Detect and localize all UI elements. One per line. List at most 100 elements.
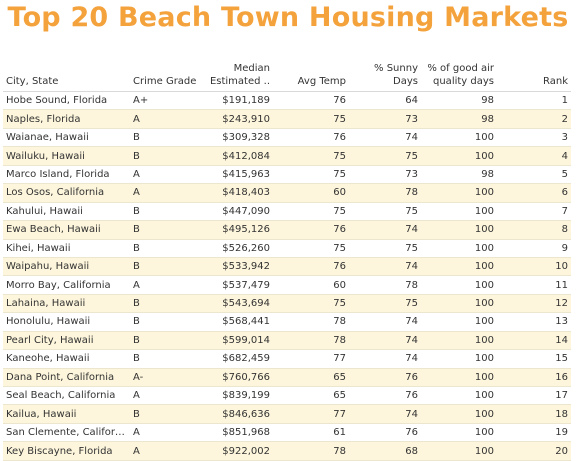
table-row: Ewa Beach, Hawaii B $495,126 76 74 100 8 — [3, 220, 571, 240]
cell-city-state: Kailua, Hawaii — [3, 404, 130, 424]
cell-crime-grade: B — [130, 239, 206, 258]
cell-sunny-days: 75 — [349, 146, 421, 166]
cell-crime-grade: A — [130, 109, 206, 129]
cell-air-quality: 100 — [421, 349, 497, 369]
cell-crime-grade: B — [130, 349, 206, 369]
table-row: Kahului, Hawaii B $447,090 75 75 100 7 — [3, 202, 571, 222]
cell-air-quality: 100 — [421, 386, 497, 406]
cell-avg-temp: 76 — [273, 257, 349, 277]
cell-rank: 5 — [497, 165, 571, 185]
cell-median-estimated: $243,910 — [206, 109, 273, 129]
cell-city-state: Kahului, Hawaii — [3, 202, 130, 222]
cell-sunny-days: 74 — [349, 404, 421, 424]
header-rank[interactable]: Rank — [497, 60, 571, 92]
cell-air-quality: 100 — [421, 368, 497, 388]
cell-crime-grade: B — [130, 202, 206, 222]
cell-sunny-days: 75 — [349, 202, 421, 222]
cell-median-estimated: $415,963 — [206, 165, 273, 185]
cell-sunny-days: 74 — [349, 312, 421, 332]
cell-crime-grade: B — [130, 257, 206, 277]
cell-air-quality: 100 — [421, 239, 497, 258]
cell-sunny-days: 74 — [349, 331, 421, 351]
cell-city-state: Wailuku, Hawaii — [3, 146, 130, 166]
cell-median-estimated: $599,014 — [206, 331, 273, 351]
cell-avg-temp: 75 — [273, 146, 349, 166]
cell-rank: 18 — [497, 404, 571, 424]
cell-city-state: Hobe Sound, Florida — [3, 91, 130, 111]
table-row: Naples, Florida A $243,910 75 73 98 2 — [3, 109, 571, 129]
header-sunny-days[interactable]: % Sunny Days — [349, 60, 421, 92]
table-row: Key Biscayne, Florida A $922,002 78 68 100 20 — [3, 441, 571, 461]
cell-city-state: Pearl City, Hawaii — [3, 331, 130, 351]
cell-median-estimated: $922,002 — [206, 441, 273, 461]
cell-crime-grade: A+ — [130, 91, 206, 111]
cell-sunny-days: 74 — [349, 257, 421, 277]
cell-avg-temp: 77 — [273, 404, 349, 424]
table-row: Pearl City, Hawaii B $599,014 78 74 100 14 — [3, 331, 571, 351]
table-row: Dana Point, California A- $760,766 65 76 100 1… — [3, 368, 571, 388]
table-row: Honolulu, Hawaii B $568,441 78 74 100 13 — [3, 312, 571, 332]
cell-city-state: Key Biscayne, Florida — [3, 441, 130, 461]
cell-sunny-days: 73 — [349, 165, 421, 185]
cell-median-estimated: $533,942 — [206, 257, 273, 277]
cell-city-state: Dana Point, California — [3, 368, 130, 388]
cell-sunny-days: 73 — [349, 109, 421, 129]
header-median-estimated[interactable]: Median Estimated .. — [206, 60, 273, 92]
cell-rank: 16 — [497, 368, 571, 388]
table-row: Seal Beach, California A $839,199 65 76 100 17 — [3, 386, 571, 406]
cell-rank: 7 — [497, 202, 571, 222]
cell-median-estimated: $495,126 — [206, 220, 273, 240]
table-row: Kihei, Hawaii B $526,260 75 75 100 9 — [3, 239, 571, 258]
cell-crime-grade: A — [130, 183, 206, 203]
cell-rank: 10 — [497, 257, 571, 277]
cell-rank: 6 — [497, 183, 571, 203]
cell-median-estimated: $543,694 — [206, 294, 273, 314]
cell-avg-temp: 76 — [273, 91, 349, 111]
cell-median-estimated: $191,189 — [206, 91, 273, 111]
cell-crime-grade: B — [130, 146, 206, 166]
cell-sunny-days: 74 — [349, 220, 421, 240]
cell-avg-temp: 65 — [273, 386, 349, 406]
cell-sunny-days: 75 — [349, 294, 421, 314]
cell-air-quality: 100 — [421, 183, 497, 203]
cell-median-estimated: $447,090 — [206, 202, 273, 222]
cell-sunny-days: 64 — [349, 91, 421, 111]
cell-crime-grade: A — [130, 441, 206, 461]
header-avg-temp[interactable]: Avg Temp — [273, 60, 349, 92]
table-row: Morro Bay, California A $537,479 60 78 100 11 — [3, 275, 571, 295]
cell-air-quality: 100 — [421, 275, 497, 295]
header-air-quality[interactable]: % of good air quality days — [421, 60, 497, 92]
cell-median-estimated: $839,199 — [206, 386, 273, 406]
cell-rank: 13 — [497, 312, 571, 332]
header-crime-grade[interactable]: Crime Grade — [130, 60, 206, 92]
cell-sunny-days: 75 — [349, 239, 421, 258]
cell-avg-temp: 75 — [273, 294, 349, 314]
cell-city-state: Ewa Beach, Hawaii — [3, 220, 130, 240]
table-row: Hobe Sound, Florida A+ $191,189 76 64 98 1 — [3, 91, 571, 111]
table-header-row: City, State Crime Grade Median Estimated… — [3, 60, 571, 92]
cell-avg-temp: 60 — [273, 275, 349, 295]
cell-median-estimated: $682,459 — [206, 349, 273, 369]
cell-median-estimated: $309,328 — [206, 128, 273, 148]
cell-avg-temp: 78 — [273, 331, 349, 351]
cell-sunny-days: 78 — [349, 275, 421, 295]
cell-crime-grade: B — [130, 312, 206, 332]
cell-avg-temp: 75 — [273, 165, 349, 185]
cell-air-quality: 100 — [421, 257, 497, 277]
cell-rank: 12 — [497, 294, 571, 314]
cell-avg-temp: 75 — [273, 202, 349, 222]
cell-air-quality: 100 — [421, 312, 497, 332]
cell-median-estimated: $851,968 — [206, 423, 273, 443]
cell-air-quality: 98 — [421, 165, 497, 185]
cell-sunny-days: 74 — [349, 349, 421, 369]
cell-air-quality: 100 — [421, 404, 497, 424]
table-row: Kaneohe, Hawaii B $682,459 77 74 100 15 — [3, 349, 571, 369]
cell-avg-temp: 75 — [273, 239, 349, 258]
cell-rank: 4 — [497, 146, 571, 166]
cell-city-state: Waianae, Hawaii — [3, 128, 130, 148]
cell-rank: 9 — [497, 239, 571, 258]
header-city-state[interactable]: City, State — [3, 60, 130, 92]
cell-sunny-days: 68 — [349, 441, 421, 461]
cell-air-quality: 98 — [421, 109, 497, 129]
cell-median-estimated: $760,766 — [206, 368, 273, 388]
